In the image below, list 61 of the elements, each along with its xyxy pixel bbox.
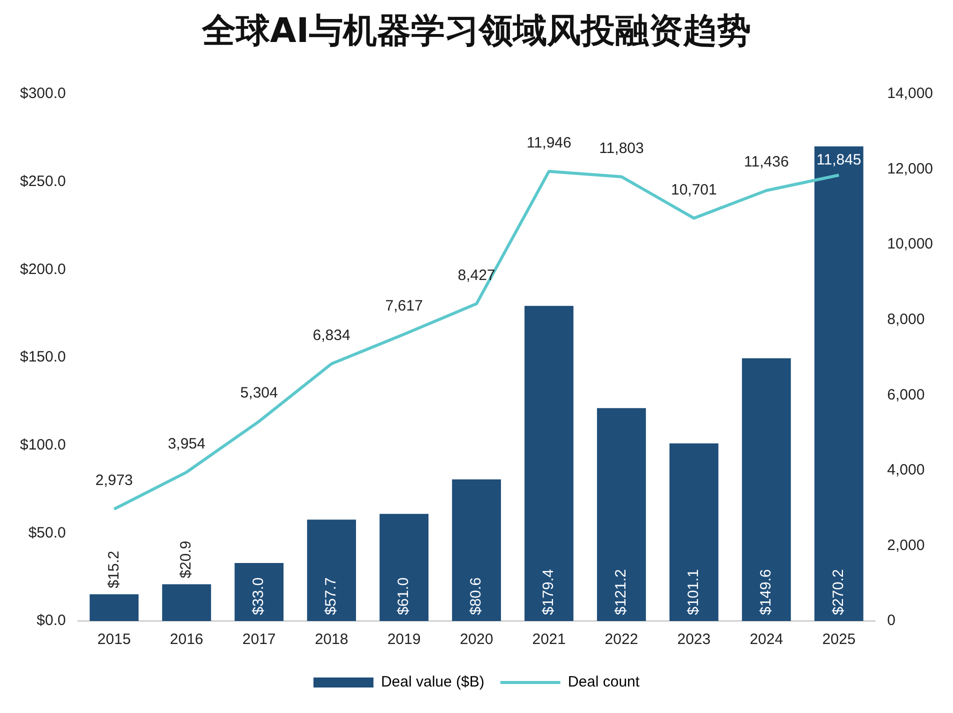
y-tick-label: $0.0 bbox=[36, 612, 66, 630]
bar bbox=[380, 514, 428, 621]
data-label: $149.6 bbox=[758, 569, 775, 616]
y2-tick-label: 6,000 bbox=[887, 386, 925, 404]
data-label: $33.0 bbox=[250, 577, 268, 616]
x-tick-label: 2022 bbox=[604, 631, 638, 648]
y2-tick-label: 14,000 bbox=[887, 85, 934, 102]
bar bbox=[307, 520, 356, 621]
bar bbox=[596, 408, 646, 621]
x-tick-label: 2023 bbox=[677, 631, 711, 648]
data-label: 11,845 bbox=[816, 151, 862, 168]
data-label: 5,304 bbox=[240, 384, 278, 402]
bar bbox=[452, 479, 501, 621]
data-label: $61.0 bbox=[395, 577, 412, 616]
data-label: $270.2 bbox=[830, 569, 848, 616]
data-label: $121.2 bbox=[612, 569, 630, 616]
data-label: 6,834 bbox=[312, 326, 350, 344]
data-label: 11,946 bbox=[526, 134, 572, 152]
y2-tick-label: 0 bbox=[887, 612, 896, 630]
bar bbox=[742, 358, 791, 621]
y-tick-label: $250.0 bbox=[20, 172, 66, 190]
x-tick-label: 2019 bbox=[387, 631, 421, 648]
y-tick-label: $150.0 bbox=[20, 348, 66, 366]
data-label: $15.2 bbox=[105, 550, 122, 588]
chart-title: 全球AI与机器学习领域风投融资趋势 bbox=[200, 10, 752, 53]
data-label: 2,973 bbox=[95, 472, 133, 490]
x-tick-label: 2018 bbox=[314, 631, 348, 648]
bar bbox=[162, 584, 212, 621]
legend-label: Deal value ($B) bbox=[380, 674, 484, 691]
bar bbox=[524, 306, 574, 621]
bar bbox=[90, 594, 139, 621]
y2-tick-label: 2,000 bbox=[887, 536, 925, 554]
y2-tick-label: 4,000 bbox=[887, 462, 925, 479]
legend-label: Deal count bbox=[568, 674, 640, 691]
data-label: $179.4 bbox=[540, 569, 558, 616]
y2-tick-label: 10,000 bbox=[887, 236, 934, 253]
y-tick-label: $50.0 bbox=[28, 524, 66, 542]
y-tick-label: $200.0 bbox=[20, 260, 66, 278]
data-label: $20.9 bbox=[178, 540, 195, 578]
y-tick-label: $300.0 bbox=[20, 85, 66, 102]
data-label: 3,954 bbox=[168, 435, 206, 452]
data-label: 10,701 bbox=[670, 181, 717, 198]
data-label: $101.1 bbox=[685, 569, 702, 616]
data-label: 7,617 bbox=[385, 297, 423, 314]
data-label: $80.6 bbox=[468, 577, 485, 616]
x-tick-label: 2015 bbox=[97, 631, 131, 648]
data-label: 11,436 bbox=[744, 154, 789, 171]
x-tick-label: 2020 bbox=[460, 631, 494, 648]
bar bbox=[814, 146, 864, 621]
x-tick-label: 2017 bbox=[242, 631, 276, 648]
x-tick-label: 2016 bbox=[170, 631, 204, 648]
y2-tick-label: 8,000 bbox=[887, 311, 925, 328]
data-label: 11,803 bbox=[599, 140, 644, 157]
bar bbox=[234, 563, 284, 621]
x-tick-label: 2025 bbox=[822, 631, 856, 648]
y-tick-label: $100.0 bbox=[20, 436, 66, 454]
y2-tick-label: 12,000 bbox=[887, 160, 934, 178]
bar bbox=[669, 443, 718, 621]
data-label: $57.7 bbox=[322, 577, 340, 616]
x-tick-label: 2021 bbox=[532, 631, 566, 648]
x-tick-label: 2024 bbox=[750, 631, 784, 648]
